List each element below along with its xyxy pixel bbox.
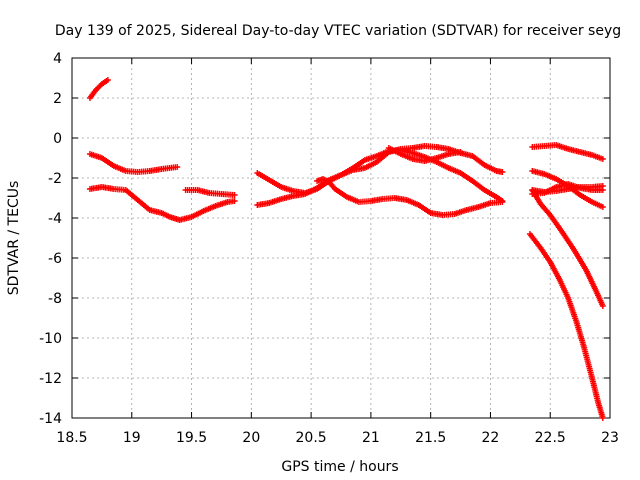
data-point-marker	[231, 192, 238, 198]
series-arc-1	[86, 77, 111, 101]
data-point-marker	[457, 149, 464, 155]
x-tick-label: 19	[123, 430, 141, 446]
y-tick-label: 2	[53, 91, 62, 107]
data-point-marker	[104, 77, 111, 83]
series-arc-2	[86, 151, 181, 175]
y-tick-label: -14	[39, 411, 62, 427]
x-tick-label: 20	[242, 430, 260, 446]
x-tick-label: 18.5	[56, 430, 87, 446]
x-tick-label: 23	[601, 430, 619, 446]
x-tick-label: 21	[362, 430, 380, 446]
chart-title: Day 139 of 2025, Sidereal Day-to-day VTE…	[55, 23, 621, 39]
data-point-marker	[499, 199, 506, 205]
y-tick-label: -2	[48, 171, 62, 187]
x-tick-label: 19.5	[176, 430, 207, 446]
x-tick-label: 22.5	[535, 430, 566, 446]
y-tick-label: -12	[39, 371, 62, 387]
y-tick-label: -8	[48, 291, 62, 307]
data-series	[86, 77, 606, 421]
tick-labels: 18.5 19 19.5 20 20.5 21 21.5 22 22.5 23-14-12-10-…	[39, 51, 619, 446]
data-point-marker	[599, 183, 606, 189]
y-tick-label: 4	[53, 51, 62, 67]
series-arc-4	[182, 187, 238, 198]
data-point-marker	[599, 204, 606, 210]
data-point-marker	[599, 415, 606, 421]
grid-lines	[72, 58, 610, 418]
series-arc-3	[86, 184, 238, 223]
x-tick-label: 20.5	[296, 430, 327, 446]
data-point-marker	[231, 198, 238, 204]
data-point-marker	[499, 169, 506, 175]
y-tick-label: -4	[48, 211, 62, 227]
y-tick-label: -6	[48, 251, 62, 267]
series-arc-13	[529, 187, 606, 309]
y-tick-label: 0	[53, 131, 62, 147]
x-tick-label: 21.5	[415, 430, 446, 446]
series-arc-9	[529, 142, 606, 162]
series-arc-7	[314, 176, 506, 218]
x-axis-label: GPS time / hours	[281, 459, 398, 475]
series-arc-14	[526, 231, 606, 421]
data-point-marker	[599, 303, 606, 309]
data-point-marker	[599, 156, 606, 162]
plot-frame	[71, 57, 611, 419]
axis-ticks	[71, 57, 611, 419]
series-arc-8	[385, 145, 464, 164]
data-point-marker	[174, 164, 181, 170]
y-axis-label: SDTVAR / TECUs	[6, 181, 22, 296]
y-tick-label: -10	[39, 331, 62, 347]
x-tick-label: 22	[482, 430, 500, 446]
